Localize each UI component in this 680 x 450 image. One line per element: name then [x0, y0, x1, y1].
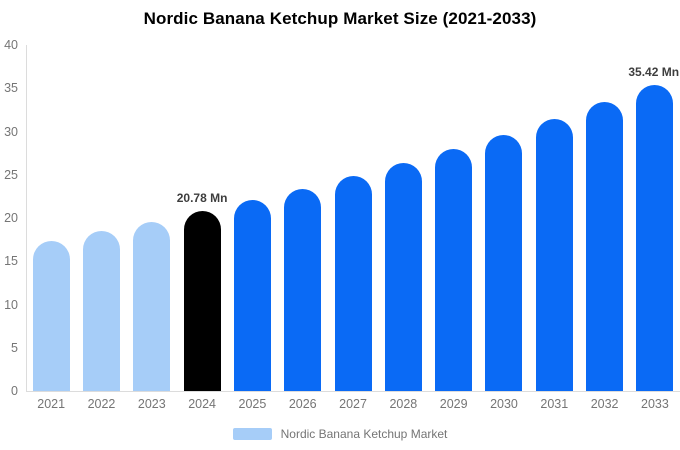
bar-2027[interactable] [334, 176, 372, 391]
bar-2028[interactable] [384, 163, 422, 391]
bar-slot-2022 [76, 45, 126, 391]
bar-slot-2028 [378, 45, 428, 391]
x-tick-label-2030: 2030 [490, 397, 518, 411]
bar-2021[interactable] [32, 240, 70, 391]
bar-slot-2021 [26, 45, 76, 391]
bar-2032[interactable] [586, 102, 624, 391]
chart-title: Nordic Banana Ketchup Market Size (2021-… [143, 9, 537, 28]
bar-slot-2030 [479, 45, 529, 391]
bar-slot-2032 [579, 45, 629, 391]
x-tick-label-2024: 2024 [188, 397, 216, 411]
x-axis-line [26, 391, 680, 392]
x-tick-label-2029: 2029 [439, 397, 468, 411]
bar-slot-2024: 20.78 Mn [177, 45, 227, 391]
x-tick-label-2028: 2028 [389, 397, 418, 411]
y-tick-label-15: 15 [4, 254, 18, 268]
y-tick-label-30: 30 [4, 124, 18, 139]
bar-slot-2026 [278, 45, 328, 391]
x-tick-label-2023: 2023 [137, 397, 166, 411]
x-tick-label-2027: 2027 [339, 397, 367, 411]
x-axis: 2021 2022 2023 2024 2025 2026 2027 2028 2029 2030… [26, 398, 680, 411]
y-tick-label-20: 20 [4, 210, 18, 225]
x-tick-label-2025: 2025 [238, 397, 267, 411]
bar-2031[interactable] [535, 118, 573, 391]
y-tick-label-5: 5 [11, 340, 18, 355]
bars-container: 20.78 Mn 35.42 Mn [26, 45, 680, 391]
y-axis-line [26, 45, 27, 391]
data-label-2024: 20.78 Mn [176, 191, 228, 206]
bar-slot-2027 [328, 45, 378, 391]
bar-2033[interactable] [636, 84, 674, 391]
x-tick-label-2032: 2032 [590, 397, 619, 411]
bar-2025[interactable] [233, 200, 271, 391]
y-tick-label-40: 40 [4, 37, 18, 52]
y-tick-label-10: 10 [4, 297, 18, 312]
legend-item[interactable]: Nordic Banana Ketchup Market [0, 425, 680, 443]
bar-2029[interactable] [435, 149, 473, 391]
x-tick-label-2021: 2021 [37, 397, 66, 411]
bar-slot-2029 [429, 45, 479, 391]
bar-slot-2031 [529, 45, 579, 391]
x-tick-label-2026: 2026 [288, 397, 317, 411]
x-tick-label-2031: 2031 [540, 397, 569, 411]
bar-2022[interactable] [82, 231, 120, 391]
y-tick-label-0: 0 [11, 383, 18, 398]
plot-area: 0 5 10 15 20 25 30 35 40 20.78 Mn 35.42 Mn [4, 39, 680, 397]
legend-swatch [232, 428, 272, 440]
bar-2030[interactable] [485, 134, 523, 391]
y-tick-label-25: 25 [4, 167, 18, 182]
y-axis: 0 5 10 15 20 25 30 35 40 [0, 39, 20, 397]
x-tick-label-2022: 2022 [87, 397, 116, 411]
bar-slot-2025 [227, 45, 277, 391]
x-tick-label-2033: 2033 [641, 397, 669, 411]
legend-label: Nordic Banana Ketchup Market [280, 427, 448, 441]
bar-slot-2033: 35.42 Mn [628, 45, 680, 391]
bar-2026[interactable] [284, 188, 322, 391]
data-label-2033: 35.42 Mn [628, 64, 680, 79]
bar-2023[interactable] [133, 221, 171, 391]
bar-slot-2023 [127, 45, 177, 391]
bar-2024[interactable] [183, 211, 221, 391]
y-tick-label-35: 35 [4, 81, 18, 95]
